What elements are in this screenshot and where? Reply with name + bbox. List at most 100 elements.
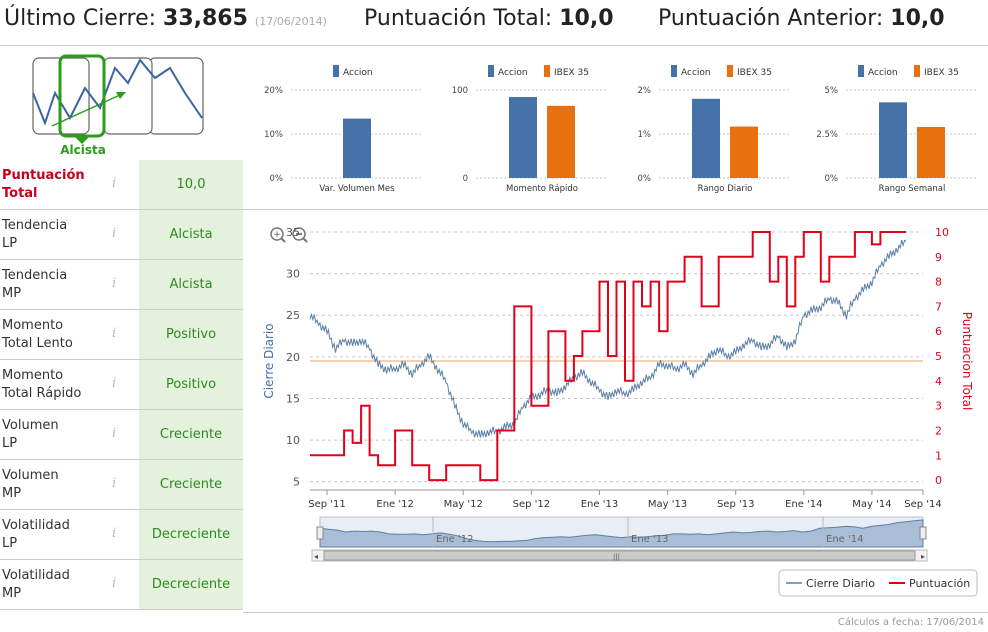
zoom-out-icon[interactable] (292, 227, 308, 243)
indicator-label-line1: Momento (2, 318, 64, 333)
legend-box (778, 569, 978, 597)
x-tick-label: May '12 (444, 499, 483, 510)
bar[interactable] (547, 105, 575, 178)
indicator-value: Alcista (139, 260, 243, 309)
legend-label: Accion (681, 68, 711, 78)
y-tick-label: 5% (825, 86, 839, 96)
total-score-value: 10,0 (559, 6, 614, 31)
y-tick-label: 100 (452, 86, 468, 96)
indicator-label-line1: Volumen (2, 468, 59, 483)
trend-frame-right (148, 57, 204, 135)
y1-tick-label: 20 (286, 351, 300, 364)
trend-arrow-icon (116, 92, 126, 99)
indicator-row: Momento Total Rápido i Positivo (0, 360, 243, 410)
scroll-left-icon[interactable]: ◂ (314, 552, 318, 561)
bar[interactable] (343, 118, 371, 178)
scrollbar-grip: ||| (613, 553, 620, 561)
indicator-label-line1: Volumen (2, 418, 59, 433)
indicator-row: Volumen MP i Creciente (0, 460, 243, 510)
bar-chart: Accion IBEX 35 100 0 Momento Rápido (452, 65, 608, 194)
y2-tick-label: 9 (935, 251, 942, 264)
bar-chart-title: Momento Rápido (506, 184, 578, 194)
y1-tick-label: 30 (286, 268, 300, 281)
indicator-label-line2: Total (2, 186, 38, 201)
indicator-label-line2: MP (2, 586, 22, 601)
previous-score-value: 10,0 (890, 6, 945, 31)
chart-legend: Cierre Diario Puntuación (778, 569, 978, 597)
scrollbar-thumb[interactable] (323, 550, 916, 561)
indicator-row: Momento Total Lento i Positivo (0, 310, 243, 360)
indicator-value: Decreciente (139, 510, 243, 559)
indicator-label-line2: MP (2, 286, 22, 301)
indicator-value: Positivo (139, 360, 243, 409)
legend-label: IBEX 35 (924, 68, 959, 78)
y2-tick-label: 4 (935, 375, 942, 388)
navigator-handle-right[interactable] (919, 526, 927, 540)
info-icon[interactable]: i (112, 426, 117, 441)
legend-swatch (727, 65, 733, 77)
trend-graphic: Alcista (32, 54, 204, 157)
svg-text:+: + (273, 230, 281, 240)
last-close: Último Cierre: 33,865 (17/06/2014) (4, 6, 327, 31)
info-icon[interactable]: i (112, 576, 117, 591)
close-price-line[interactable] (309, 239, 907, 439)
scroll-right-icon[interactable]: ▸ (921, 552, 925, 561)
legend-close-label[interactable]: Cierre Diario (806, 577, 875, 590)
zoom-in-icon[interactable]: + (270, 227, 286, 243)
legend-swatch (671, 65, 677, 77)
bar[interactable] (917, 126, 945, 178)
indicator-label-line2: MP (2, 486, 22, 501)
y2-axis-title: Puntuacion Total (960, 312, 974, 411)
indicator-label-line2: LP (2, 236, 18, 251)
indicator-label-line2: LP (2, 436, 18, 451)
calculation-date-note: Cálculos a fecha: 17/06/2014 (837, 617, 984, 628)
info-icon[interactable]: i (112, 526, 117, 541)
info-icon[interactable]: i (112, 226, 117, 241)
trend-label: Alcista (60, 143, 106, 157)
indicator-value: Alcista (139, 210, 243, 259)
legend-score-label[interactable]: Puntuación (909, 577, 970, 590)
info-icon[interactable]: i (112, 376, 117, 391)
legend-swatch (544, 65, 550, 77)
bar[interactable] (730, 126, 758, 178)
range-navigator[interactable]: Ene '12 Ene '13 Ene '14 (316, 516, 927, 548)
bar[interactable] (879, 102, 907, 178)
x-tick-label: Sep '14 (904, 499, 942, 510)
indicator-value: Creciente (139, 460, 243, 509)
y2-tick-label: 1 (935, 449, 942, 462)
info-icon[interactable]: i (112, 326, 117, 341)
y1-tick-label: 15 (286, 392, 300, 405)
total-score: Puntuación Total: 10,0 (364, 6, 614, 31)
info-icon[interactable]: i (112, 176, 117, 191)
y1-tick-label: 25 (286, 309, 300, 322)
previous-score-label: Puntuación Anterior: (658, 6, 884, 31)
info-icon[interactable]: i (112, 276, 117, 291)
bar[interactable] (509, 97, 537, 178)
indicator-label: Volatilidad LP (2, 517, 112, 553)
navigator-label: Ene '12 (436, 534, 473, 545)
indicator-label-line2: Total Lento (2, 336, 73, 351)
indicator-label-line2: LP (2, 536, 18, 551)
x-tick-label: Ene '13 (581, 499, 618, 510)
bar-chart: Accion IBEX 35 5% 2.5% 0% Rango Semanal (816, 65, 978, 194)
indicator-label: Momento Total Lento (2, 317, 112, 353)
score-line[interactable] (310, 231, 906, 482)
previous-score: Puntuación Anterior: 10,0 (658, 6, 945, 31)
indicator-label-line2: Total Rápido (2, 386, 82, 401)
bar[interactable] (692, 98, 720, 178)
indicator-table: Puntuación Total i 10,0 Tendencia LP i Alcista T… (0, 160, 243, 610)
x-tick-label: May '13 (648, 499, 687, 510)
indicator-label-line1: Puntuación (2, 168, 85, 183)
indicator-value: Creciente (139, 410, 243, 459)
bar-chart-title: Rango Diario (698, 184, 753, 194)
indicator-value: Decreciente (139, 560, 243, 609)
trend-arrow-line (51, 93, 123, 127)
legend-swatch (914, 65, 920, 77)
navigator-label: Ene '14 (826, 534, 863, 545)
navigator-handle-left[interactable] (316, 526, 324, 540)
indicator-label-line1: Volatilidad (2, 518, 70, 533)
info-icon[interactable]: i (112, 476, 117, 491)
legend-label: Accion (868, 68, 898, 78)
navigator-scrollbar[interactable]: ||| ◂ ▸ (311, 549, 928, 562)
trend-indicator: Alcista (0, 48, 243, 160)
